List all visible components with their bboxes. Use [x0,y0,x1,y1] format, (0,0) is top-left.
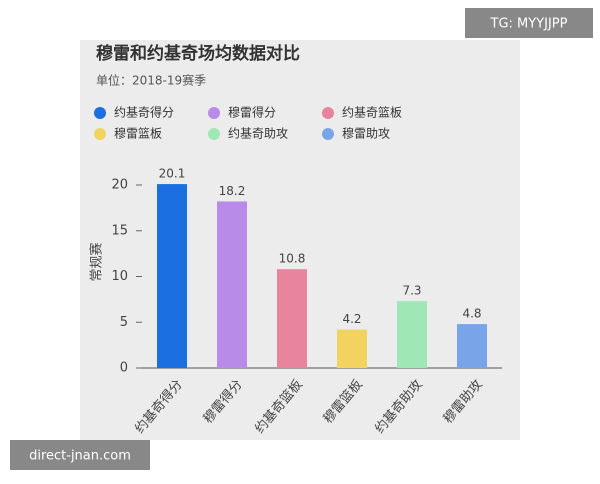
watermark-box [465,8,593,38]
watermark: TG: MYYJJPP [490,17,568,32]
legend-label: 穆雷助攻 [342,126,390,141]
y-tick-label: 5 [120,315,128,330]
value-label: 20.1 [159,167,186,181]
value-label: 18.2 [219,184,246,198]
legend-label: 约基奇助攻 [228,126,288,141]
bar [337,329,367,368]
y-tick-label: 15 [111,223,128,238]
legend-marker [94,128,106,140]
legend-marker [322,107,334,119]
value-label: 4.8 [462,307,481,321]
y-tick-label: 10 [111,269,128,284]
y-tick-label: 0 [120,361,128,376]
bar [457,324,487,368]
watermark-box [10,440,150,470]
watermark: direct-jnan.com [29,449,131,464]
y-tick-label: 20 [111,178,128,193]
bar [157,184,187,368]
legend-label: 约基奇篮板 [342,105,402,120]
chart-title: 穆雷和约基奇场均数据对比 [96,43,300,64]
bar [217,201,247,368]
chart-panel [80,40,520,440]
bar [277,269,307,368]
legend-label: 穆雷篮板 [114,126,162,141]
legend-marker [322,128,334,140]
value-label: 7.3 [402,284,421,298]
value-label: 10.8 [279,252,306,266]
legend-marker [208,107,220,119]
value-label: 4.2 [342,312,361,326]
legend-label: 约基奇得分 [114,105,174,120]
legend-label: 穆雷得分 [228,105,276,120]
legend-marker [208,128,220,140]
y-axis-label: 常规赛 [89,242,105,281]
bar [397,301,427,368]
chart-subtitle: 单位：2018-19赛季 [96,73,206,88]
legend-marker [94,107,106,119]
